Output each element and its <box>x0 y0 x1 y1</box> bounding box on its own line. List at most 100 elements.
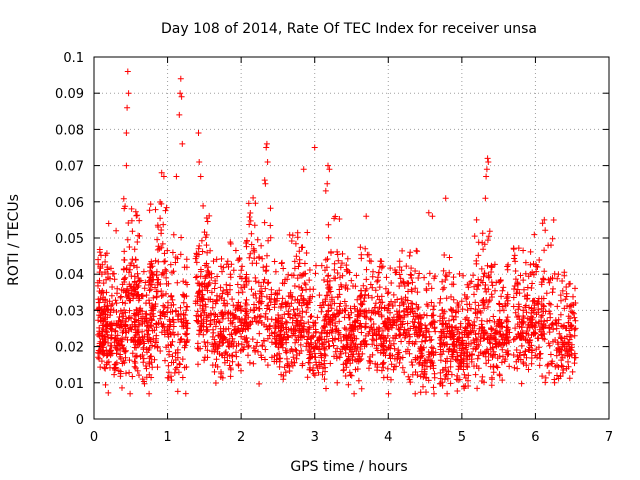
data-point <box>492 336 499 343</box>
data-point <box>236 328 243 335</box>
data-point <box>500 307 507 314</box>
data-point <box>199 248 206 255</box>
data-point <box>365 251 372 258</box>
data-point <box>425 209 432 216</box>
data-point <box>116 341 123 348</box>
data-point <box>539 220 546 227</box>
data-point <box>451 342 458 349</box>
data-point <box>517 272 524 279</box>
data-point <box>258 283 265 290</box>
data-point <box>288 272 295 279</box>
data-point <box>533 263 540 270</box>
data-point <box>108 350 115 357</box>
data-point <box>286 363 293 370</box>
data-point <box>163 274 170 281</box>
data-point <box>311 345 318 352</box>
data-point <box>292 339 299 346</box>
data-point <box>195 290 202 297</box>
data-point <box>133 281 140 288</box>
data-point <box>346 369 353 376</box>
data-point <box>498 342 505 349</box>
data-point <box>343 332 350 339</box>
data-point <box>385 390 392 397</box>
data-point <box>513 358 520 365</box>
data-point <box>209 304 216 311</box>
data-point <box>279 295 286 302</box>
data-point <box>488 269 495 275</box>
data-point <box>172 366 179 373</box>
data-point <box>412 285 419 292</box>
data-point <box>170 319 177 326</box>
data-point <box>174 313 181 320</box>
data-point <box>126 314 133 321</box>
data-point <box>551 376 558 383</box>
data-point <box>206 279 213 286</box>
data-point <box>276 355 283 362</box>
data-point <box>460 272 467 279</box>
data-point <box>204 314 211 321</box>
data-point <box>266 332 273 339</box>
data-point <box>529 280 536 287</box>
data-point <box>227 373 234 380</box>
data-point <box>168 292 175 299</box>
data-point <box>309 293 316 300</box>
data-point <box>398 280 405 286</box>
data-point <box>482 195 489 202</box>
data-point <box>218 263 224 270</box>
data-point <box>261 276 268 283</box>
data-point <box>447 380 454 387</box>
data-point <box>423 287 430 294</box>
data-point <box>292 240 299 247</box>
data-point <box>439 286 446 293</box>
data-point <box>474 314 481 321</box>
data-point <box>126 269 132 276</box>
data-point <box>150 294 157 301</box>
y-tick-label: 0.01 <box>55 377 84 392</box>
data-point <box>472 331 479 338</box>
data-point <box>441 252 448 258</box>
data-point <box>156 245 163 252</box>
data-point <box>559 278 566 284</box>
data-point <box>513 290 520 297</box>
data-point <box>392 269 399 276</box>
data-point <box>299 334 305 341</box>
data-point <box>258 354 265 361</box>
data-point <box>169 353 176 360</box>
data-point <box>279 336 286 343</box>
data-point <box>546 369 553 376</box>
data-point <box>246 359 253 366</box>
data-point <box>195 245 202 252</box>
data-point <box>539 312 546 319</box>
data-point <box>346 314 352 321</box>
data-point <box>358 287 365 294</box>
data-point <box>306 326 313 333</box>
data-point <box>312 319 319 326</box>
data-point <box>149 342 156 349</box>
data-point <box>454 300 461 306</box>
data-point <box>161 250 168 257</box>
data-point <box>326 329 333 336</box>
data-point <box>306 366 313 373</box>
data-point <box>299 314 306 320</box>
data-point <box>127 297 134 304</box>
data-point <box>483 348 490 355</box>
data-point <box>137 336 144 343</box>
data-point <box>458 347 465 354</box>
data-point <box>151 327 158 334</box>
data-point <box>121 279 128 285</box>
data-point <box>153 332 160 339</box>
data-point <box>518 380 525 387</box>
data-point <box>234 302 240 309</box>
data-point <box>430 352 437 359</box>
data-point <box>267 222 274 229</box>
data-point <box>232 247 239 254</box>
data-point <box>431 275 438 282</box>
data-point <box>443 341 449 348</box>
data-point <box>310 322 317 329</box>
data-point <box>321 357 328 364</box>
data-point <box>399 364 406 371</box>
data-point <box>214 363 221 370</box>
data-point <box>477 338 484 345</box>
data-point <box>465 377 471 384</box>
data-point <box>244 338 251 345</box>
